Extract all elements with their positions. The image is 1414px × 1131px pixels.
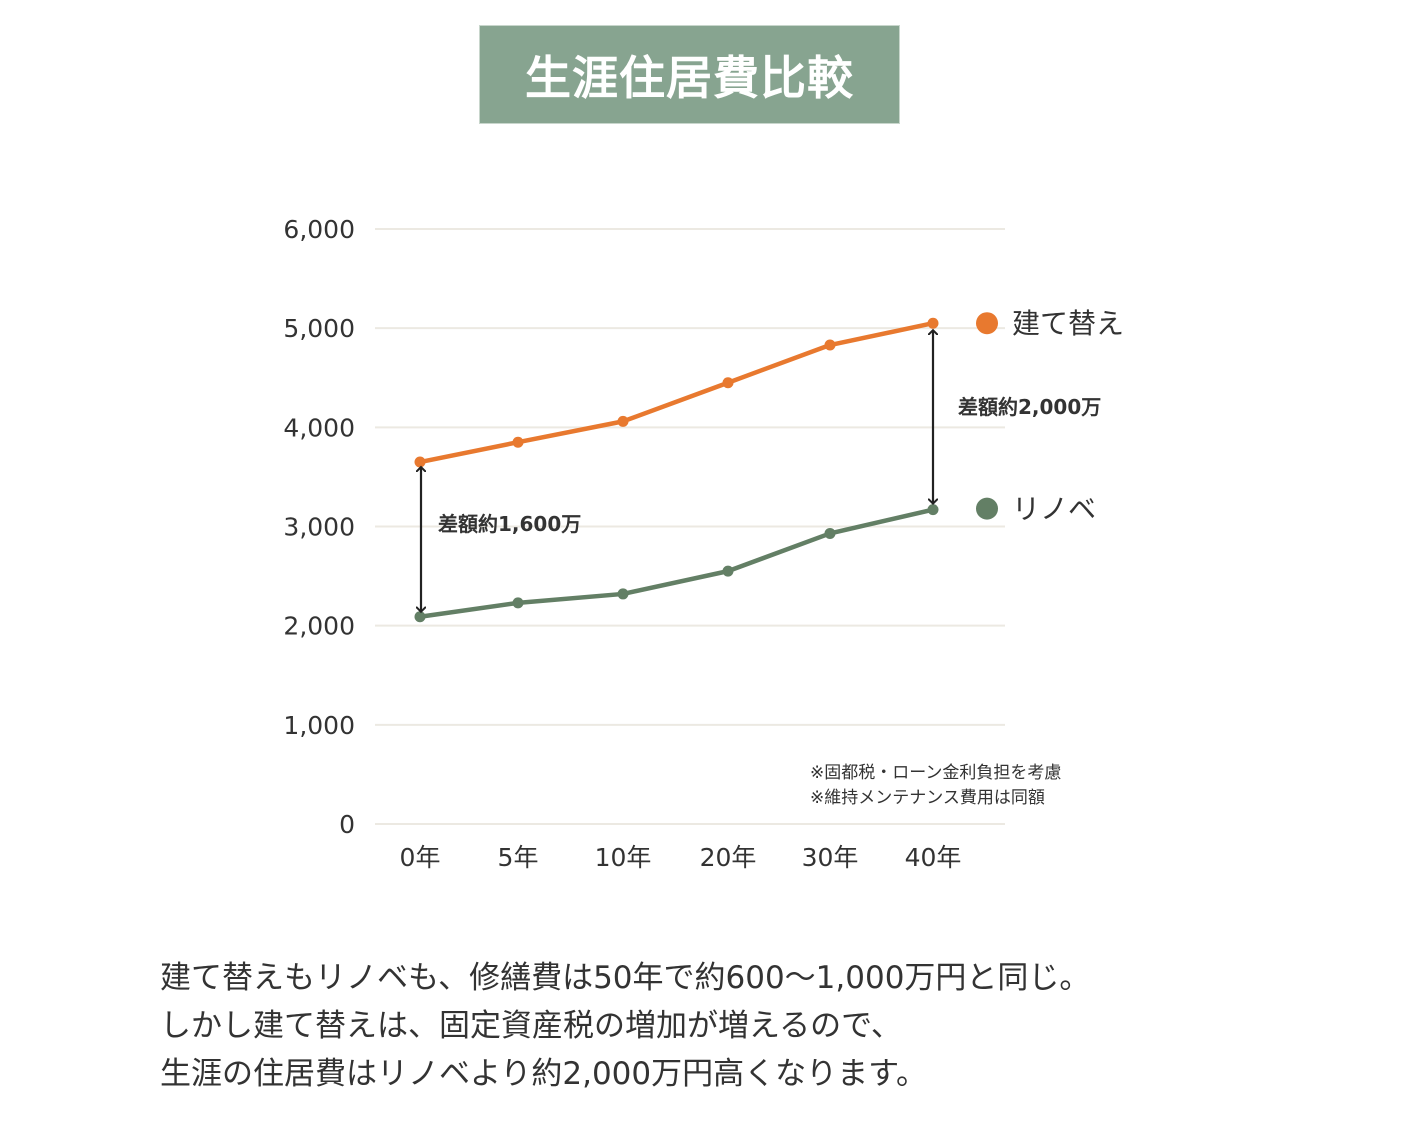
- data-point: [512, 597, 524, 609]
- series-line-1: [417, 320, 936, 465]
- diff-label-start: 差額約1,600万: [438, 512, 581, 536]
- legend-marker: [976, 497, 998, 520]
- data-point: [512, 436, 524, 448]
- chart-title: 生涯住居費比較: [525, 50, 854, 105]
- x-tick-label: 10年: [595, 843, 652, 872]
- data-point: [927, 317, 939, 329]
- title-banner: 生涯住居費比較: [479, 25, 900, 124]
- x-tick-label: 0年: [400, 843, 441, 872]
- series-line-2: [417, 507, 936, 619]
- data-point: [617, 415, 629, 427]
- y-tick-label: 5,000: [283, 314, 355, 343]
- y-tick-label: 1,000: [283, 711, 355, 740]
- diff-label-end: 差額約2,000万: [958, 395, 1101, 419]
- legend-label: 建て替え: [1012, 307, 1124, 340]
- data-point: [722, 377, 734, 389]
- data-point: [414, 456, 426, 468]
- description-line-2: しかし建て替えは、固定資産税の増加が増えるので、: [160, 1008, 902, 1044]
- x-tick-label: 20年: [700, 843, 757, 872]
- legend-label: リノベ: [1012, 493, 1096, 526]
- description-line-3: 生涯の住居費はリノベより約2,000万円高くなります。: [160, 1056, 928, 1092]
- y-tick-label: 0: [339, 810, 355, 839]
- y-tick-label: 4,000: [283, 413, 355, 442]
- data-point: [722, 565, 734, 577]
- note-maintenance: ※維持メンテナンス費用は同額: [810, 788, 1045, 808]
- y-tick-label: 2,000: [283, 612, 355, 641]
- description-line-1: 建て替えもリノベも、修繕費は50年で約600〜1,000万円と同じ。: [160, 960, 1091, 996]
- x-tick-label: 5年: [498, 843, 539, 872]
- x-tick-label: 40年: [905, 843, 962, 872]
- data-point: [414, 611, 426, 623]
- note-tax: ※固都税・ローン金利負担を考慮: [810, 763, 1061, 783]
- data-point: [617, 588, 629, 600]
- data-point: [927, 504, 939, 516]
- data-point: [824, 527, 836, 539]
- y-tick-label: 6,000: [283, 215, 355, 244]
- data-point: [824, 339, 836, 351]
- legend-marker: [976, 312, 998, 335]
- line-chart: 6,000 5,000 4,000 3,000 2,000 1,000 0 0年 5年 10年 2…: [283, 215, 1124, 872]
- x-tick-label: 30年: [802, 843, 859, 872]
- y-tick-label: 3,000: [283, 513, 355, 542]
